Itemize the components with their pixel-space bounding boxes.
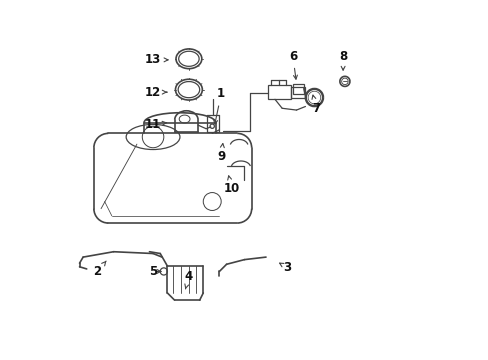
Text: 13: 13 <box>144 53 167 66</box>
Text: 7: 7 <box>311 95 320 115</box>
Text: 8: 8 <box>338 50 346 70</box>
Text: 10: 10 <box>224 176 240 195</box>
Text: 9: 9 <box>217 144 225 163</box>
Text: 6: 6 <box>288 50 297 79</box>
Text: 2: 2 <box>93 261 106 278</box>
Text: 12: 12 <box>144 86 166 99</box>
Text: 3: 3 <box>279 261 291 274</box>
Text: 5: 5 <box>149 265 161 278</box>
Text: 1: 1 <box>213 87 225 124</box>
Text: 4: 4 <box>184 270 193 289</box>
Text: 11: 11 <box>144 118 166 131</box>
